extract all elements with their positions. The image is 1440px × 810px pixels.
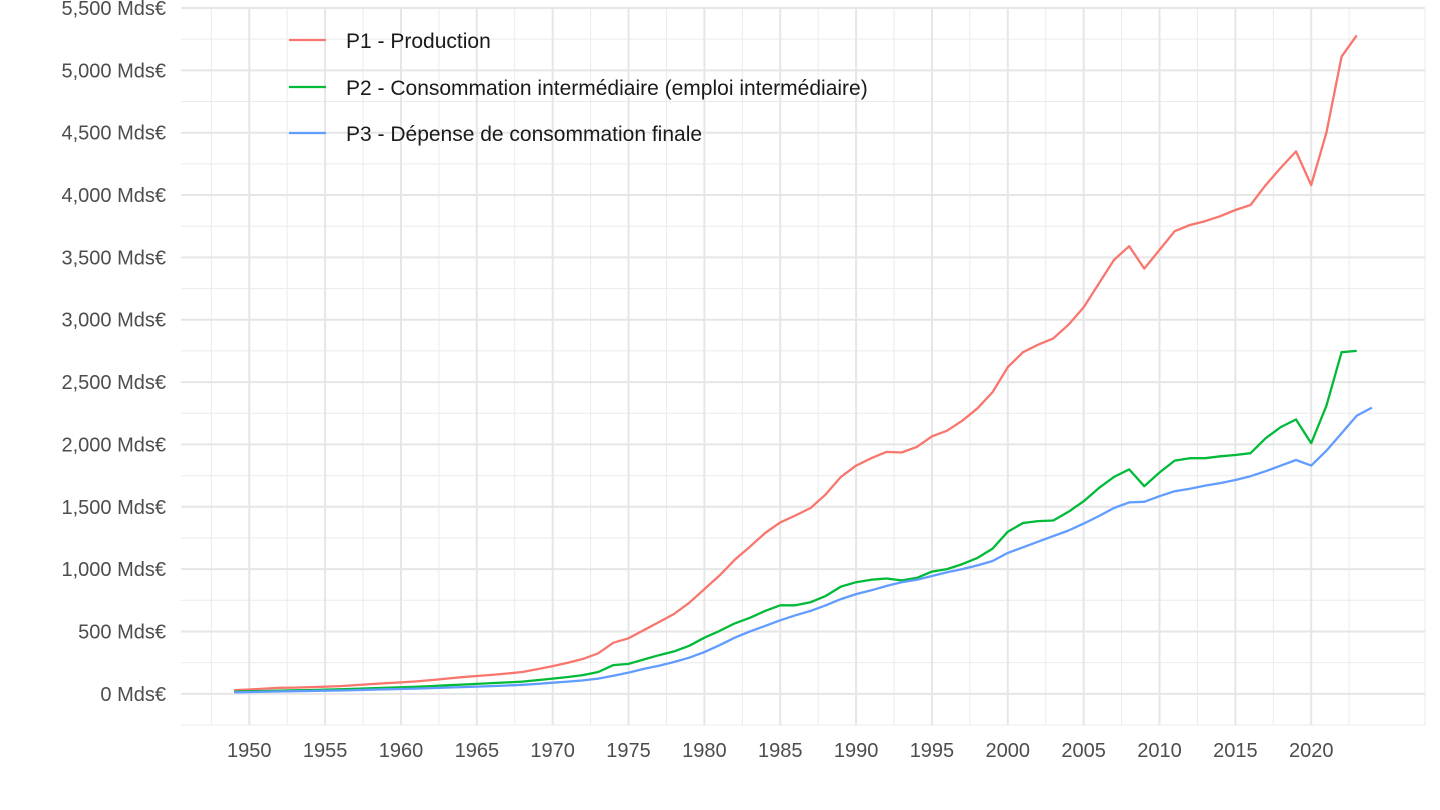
x-tick-label: 2020	[1289, 740, 1334, 762]
x-tick-label: 1950	[227, 740, 272, 762]
x-tick-label: 1995	[910, 740, 955, 762]
y-tick-label: 1,500 Mds€	[61, 497, 166, 519]
y-tick-label: 4,500 Mds€	[61, 123, 166, 145]
series-line-p2	[234, 349, 1357, 693]
legend-label-p1: P1 - Production	[346, 30, 491, 53]
y-tick-label: 2,000 Mds€	[61, 434, 166, 456]
y-tick-label: 2,500 Mds€	[61, 372, 166, 394]
y-tick-label: 5,500 Mds€	[61, 0, 166, 20]
x-tick-label: 1975	[606, 740, 651, 762]
x-tick-label: 1955	[303, 740, 348, 762]
x-tick-label: 1985	[758, 740, 803, 762]
y-tick-label: 3,500 Mds€	[61, 247, 166, 269]
y-tick-label: 5,000 Mds€	[61, 60, 166, 82]
y-axis-labels: 0 Mds€ 500 Mds€ 1,000 Mds€ 1,500 Mds€ 2,000 …	[61, 0, 166, 706]
y-tick-label: 500 Mds€	[78, 621, 166, 643]
x-tick-label: 2000	[986, 740, 1031, 762]
y-tick-label: 1,000 Mds€	[61, 559, 166, 581]
minor-gridlines	[181, 8, 1426, 726]
y-tick-label: 0 Mds€	[100, 684, 166, 706]
x-tick-label: 1965	[455, 740, 500, 762]
y-tick-label: 4,000 Mds€	[61, 185, 166, 207]
x-tick-label: 2015	[1213, 740, 1258, 762]
x-tick-label: 1990	[834, 740, 879, 762]
x-tick-label: 1980	[682, 740, 727, 762]
major-gridlines	[181, 7, 1425, 725]
series-line-p3	[234, 406, 1373, 694]
y-tick-label: 3,000 Mds€	[61, 310, 166, 332]
x-tick-label: 1960	[379, 740, 424, 762]
legend: P1 - Production P2 - Consommation interm…	[289, 30, 868, 146]
legend-label-p2: P2 - Consommation intermédiaire (emploi …	[346, 77, 868, 100]
series-line-p1	[234, 34, 1358, 692]
legend-label-p3: P3 - Dépense de consommation finale	[346, 123, 702, 146]
series-lines	[234, 34, 1373, 694]
x-tick-label: 2005	[1061, 740, 1106, 762]
x-tick-label: 1970	[530, 740, 575, 762]
x-tick-label: 2010	[1137, 740, 1182, 762]
x-axis-labels: 1950 1955 1960 1965 1970 1975 1980 1985 1990 1995…	[227, 740, 1333, 762]
